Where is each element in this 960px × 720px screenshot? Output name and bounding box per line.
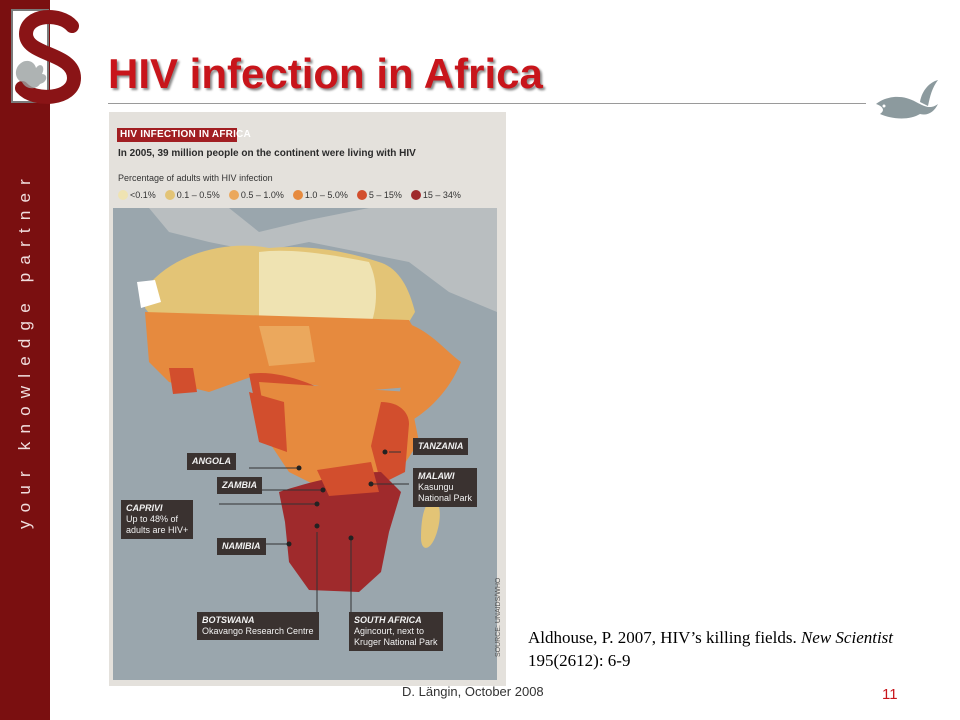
legend-label: 0.1 – 0.5% xyxy=(176,190,220,200)
callout-text: National Park xyxy=(418,493,473,503)
legend-item: 5 – 15% xyxy=(356,190,402,200)
legend-item: 1.0 – 5.0% xyxy=(292,190,348,200)
legend-item: 0.5 – 1.0% xyxy=(228,190,284,200)
figure-title-bar xyxy=(117,128,237,142)
footer-author: D. Längin, October 2008 xyxy=(402,684,544,699)
figure-source: SOURCE: UNAIDS/WHO xyxy=(495,577,502,657)
callout-label: SOUTH AFRICA xyxy=(354,615,422,625)
callout-label: CAPRIVI xyxy=(126,503,163,513)
legend-swatch xyxy=(292,190,303,200)
callout-zambia: ZAMBIA xyxy=(217,477,262,494)
callout-angola: ANGOLA xyxy=(187,453,236,470)
figure-subtitle: In 2005, 39 million people on the contin… xyxy=(118,148,416,159)
callout-label: ANGOLA xyxy=(192,456,231,466)
callout-tanzania: TANZANIA xyxy=(413,438,469,455)
callout-label: MALAWI xyxy=(418,471,455,481)
callout-text: Kruger National Park xyxy=(354,637,438,647)
hiv-map-figure: HIV INFECTION IN AFRICA In 2005, 39 mill… xyxy=(109,112,506,686)
callout-label: NAMIBIA xyxy=(222,541,261,551)
citation-text: Aldhouse, P. 2007, HIV’s killing fields. xyxy=(528,628,801,647)
university-logo-icon xyxy=(11,9,82,104)
citation: Aldhouse, P. 2007, HIV’s killing fields.… xyxy=(528,626,918,672)
callout-label: TANZANIA xyxy=(418,441,464,451)
legend-swatch xyxy=(356,190,367,200)
callout-text: Agincourt, next to xyxy=(354,626,425,636)
legend-item: <0.1% xyxy=(118,190,156,200)
legend-label: 1.0 – 5.0% xyxy=(304,190,348,200)
callout-botswana: BOTSWANA Okavango Research Centre xyxy=(197,612,319,640)
callout-text: Up to 48% of xyxy=(126,514,179,524)
legend-caption: Percentage of adults with HIV infection xyxy=(118,173,273,183)
legend-item: 0.1 – 0.5% xyxy=(164,190,220,200)
africa-map xyxy=(109,112,506,686)
slide-title: HIV infection in Africa xyxy=(108,50,543,97)
figure-title: HIV INFECTION IN AFRICA xyxy=(120,129,251,140)
legend-swatch xyxy=(410,190,421,200)
sidebar-band: your knowledge partner xyxy=(0,0,50,720)
legend-swatch xyxy=(228,190,239,200)
title-divider xyxy=(108,103,866,104)
callout-caprivi: CAPRIVI Up to 48% of adults are HIV+ xyxy=(121,500,194,539)
legend-label: 0.5 – 1.0% xyxy=(240,190,284,200)
callout-namibia: NAMIBIA xyxy=(217,538,266,555)
citation-journal: New Scientist xyxy=(800,628,894,647)
citation-text: 195(2612): 6-9 xyxy=(528,651,631,670)
tagline: your knowledge partner xyxy=(15,170,34,530)
legend-item: 15 – 34% xyxy=(410,190,461,200)
callout-text: adults are HIV+ xyxy=(126,525,189,535)
fish-logo-icon xyxy=(876,80,938,119)
legend-label: <0.1% xyxy=(130,190,156,200)
callout-label: ZAMBIA xyxy=(222,480,257,490)
callout-text: Kasungu xyxy=(418,482,454,492)
legend: <0.1% 0.1 – 0.5% 0.5 – 1.0% 1.0 – 5.0% 5… xyxy=(118,190,461,200)
legend-label: 5 – 15% xyxy=(368,190,402,200)
callout-malawi: MALAWI Kasungu National Park xyxy=(413,468,478,507)
callout-label: BOTSWANA xyxy=(202,615,255,625)
page-number: 11 xyxy=(882,686,898,703)
legend-label: 15 – 34% xyxy=(422,190,461,200)
callout-text: Okavango Research Centre xyxy=(202,626,314,636)
legend-swatch xyxy=(118,190,128,200)
callout-south-africa: SOUTH AFRICA Agincourt, next to Kruger N… xyxy=(349,612,443,651)
legend-swatch xyxy=(164,190,175,200)
